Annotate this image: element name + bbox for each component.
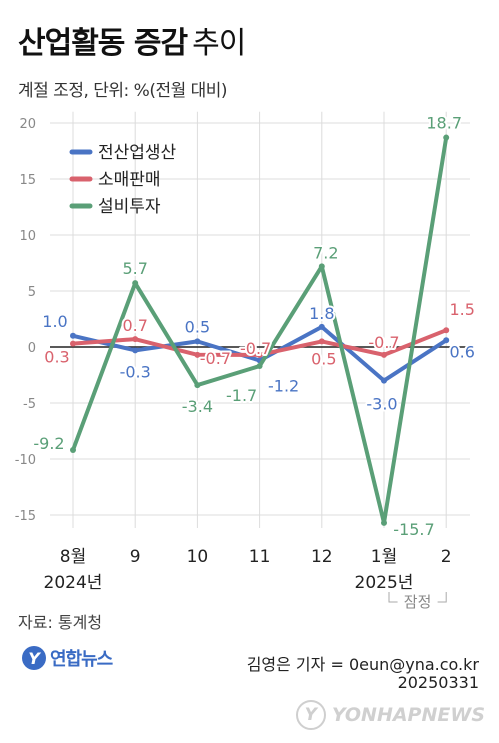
legend-label: 전산업생산 bbox=[98, 143, 177, 163]
data-label-halo: -3.0 bbox=[366, 395, 397, 414]
data-label-halo: -0.7 bbox=[240, 339, 271, 358]
watermark-icon: Y bbox=[295, 700, 326, 730]
data-point bbox=[318, 338, 325, 345]
yonhap-logo: Y 연합뉴스 bbox=[22, 645, 113, 671]
x-tick-label: 8월 bbox=[60, 547, 86, 567]
data-label-halo: -1.2 bbox=[268, 376, 299, 395]
legend-label: 설비투자 bbox=[98, 197, 161, 217]
data-label-halo: 0.3 bbox=[44, 348, 69, 367]
data-label: 7.2 bbox=[313, 243, 338, 262]
data-label: 5.7 bbox=[122, 259, 147, 278]
provisional-label: 잠정 bbox=[404, 593, 432, 610]
y-tick-label: 20 bbox=[19, 117, 36, 132]
data-label: -3.0 bbox=[366, 395, 397, 414]
data-point bbox=[132, 336, 139, 343]
data-point bbox=[443, 337, 450, 344]
data-label: -1.7 bbox=[226, 386, 257, 405]
data-point bbox=[443, 327, 450, 334]
title-main: 산업활동 증감 bbox=[18, 26, 188, 61]
data-label: -0.7 bbox=[200, 349, 231, 368]
data-point bbox=[443, 134, 450, 141]
data-label: -1.2 bbox=[268, 376, 299, 395]
yonhap-logo-icon: Y bbox=[22, 646, 46, 670]
year-label: 2025년 bbox=[355, 573, 414, 593]
data-point bbox=[132, 280, 139, 287]
legend-label: 소매판매 bbox=[98, 170, 161, 190]
data-label: -0.7 bbox=[240, 339, 271, 358]
y-tick-label: -10 bbox=[15, 453, 36, 468]
data-label-halo: -9.2 bbox=[33, 434, 64, 453]
data-label: -0.3 bbox=[120, 362, 151, 381]
yonhap-logo-text: 연합뉴스 bbox=[50, 649, 113, 670]
y-tick-label: 10 bbox=[19, 229, 36, 244]
data-point bbox=[381, 377, 387, 384]
data-point bbox=[194, 382, 201, 389]
data-label-halo: 5.7 bbox=[122, 259, 147, 278]
data-point bbox=[256, 351, 263, 358]
data-label-halo: -0.7 bbox=[200, 349, 231, 368]
data-label-halo: -3.4 bbox=[182, 397, 213, 416]
x-tick-label: 10 bbox=[187, 547, 209, 567]
data-point bbox=[194, 338, 201, 345]
data-label: 0.5 bbox=[311, 349, 336, 368]
x-tick-label: 12 bbox=[311, 547, 333, 567]
data-label: 0.3 bbox=[44, 348, 69, 367]
year-label: 2024년 bbox=[44, 573, 103, 593]
y-tick-label: -15 bbox=[15, 509, 36, 524]
data-label: 0.6 bbox=[449, 342, 474, 361]
reporter-credit: 김영은 기자 = 0eun@yna.co.kr bbox=[246, 655, 479, 674]
data-point bbox=[381, 519, 387, 526]
data-point bbox=[132, 347, 139, 354]
y-tick-label: 15 bbox=[19, 173, 36, 188]
data-label-halo: 1.5 bbox=[449, 300, 474, 319]
data-label: 1.8 bbox=[309, 304, 334, 323]
data-point bbox=[318, 263, 325, 270]
data-label: -0.7 bbox=[368, 333, 399, 352]
x-tick-label: 1월 bbox=[371, 547, 397, 567]
data-label: 1.5 bbox=[449, 300, 474, 319]
data-label: -3.4 bbox=[182, 397, 213, 416]
x-tick-label: 2 bbox=[441, 547, 452, 567]
subtitle: 계절 조정, 단위: %(전월 대비) bbox=[18, 81, 228, 101]
data-label-halo: 0.5 bbox=[185, 317, 210, 336]
provisional-label-bg bbox=[397, 593, 438, 610]
watermark-text: YONHAPNEWS bbox=[331, 704, 485, 726]
data-label-halo: -15.7 bbox=[393, 520, 434, 539]
data-label: 0.5 bbox=[185, 317, 210, 336]
title-suffix: 추이 bbox=[192, 26, 246, 61]
data-label-halo: 1.0 bbox=[42, 312, 67, 331]
data-label: 18.7 bbox=[426, 114, 462, 133]
data-label: 0.7 bbox=[122, 316, 147, 335]
data-label-halo: 7.2 bbox=[313, 243, 338, 262]
data-point bbox=[256, 363, 263, 370]
data-point bbox=[318, 323, 325, 330]
data-point bbox=[70, 332, 76, 339]
y-tick-label: 0 bbox=[28, 341, 36, 356]
data-point bbox=[70, 447, 76, 454]
data-label-halo: -0.7 bbox=[368, 333, 399, 352]
data-point bbox=[381, 351, 387, 358]
data-label: -15.7 bbox=[393, 520, 434, 539]
data-label-halo: 1.8 bbox=[309, 304, 334, 323]
source-note: 자료: 통계청 bbox=[18, 613, 103, 632]
data-label-halo: -0.3 bbox=[120, 362, 151, 381]
data-point bbox=[70, 340, 76, 347]
data-label-halo: 0.5 bbox=[311, 349, 336, 368]
publish-date: 20250331 bbox=[397, 673, 479, 692]
data-label-halo: 0.7 bbox=[122, 316, 147, 335]
y-tick-label: 5 bbox=[28, 285, 36, 300]
data-label-halo: -1.7 bbox=[226, 386, 257, 405]
watermark: Y YONHAPNEWS bbox=[295, 700, 485, 730]
data-label-halo: 18.7 bbox=[426, 114, 462, 133]
data-point bbox=[194, 351, 201, 358]
page-title: 산업활동 증감 추이 bbox=[18, 18, 246, 62]
data-label: -9.2 bbox=[33, 434, 64, 453]
y-tick-label: -5 bbox=[23, 397, 36, 412]
data-label: 1.0 bbox=[42, 312, 67, 331]
x-tick-label: 11 bbox=[249, 547, 271, 567]
data-label-halo: 0.6 bbox=[449, 342, 474, 361]
line-chart: 20 15 10 5 0 -5 -10 -15 8월 9 10 11 12 1월 2 2024년 2025년잠정… bbox=[15, 112, 477, 610]
x-tick-label: 9 bbox=[130, 547, 141, 567]
